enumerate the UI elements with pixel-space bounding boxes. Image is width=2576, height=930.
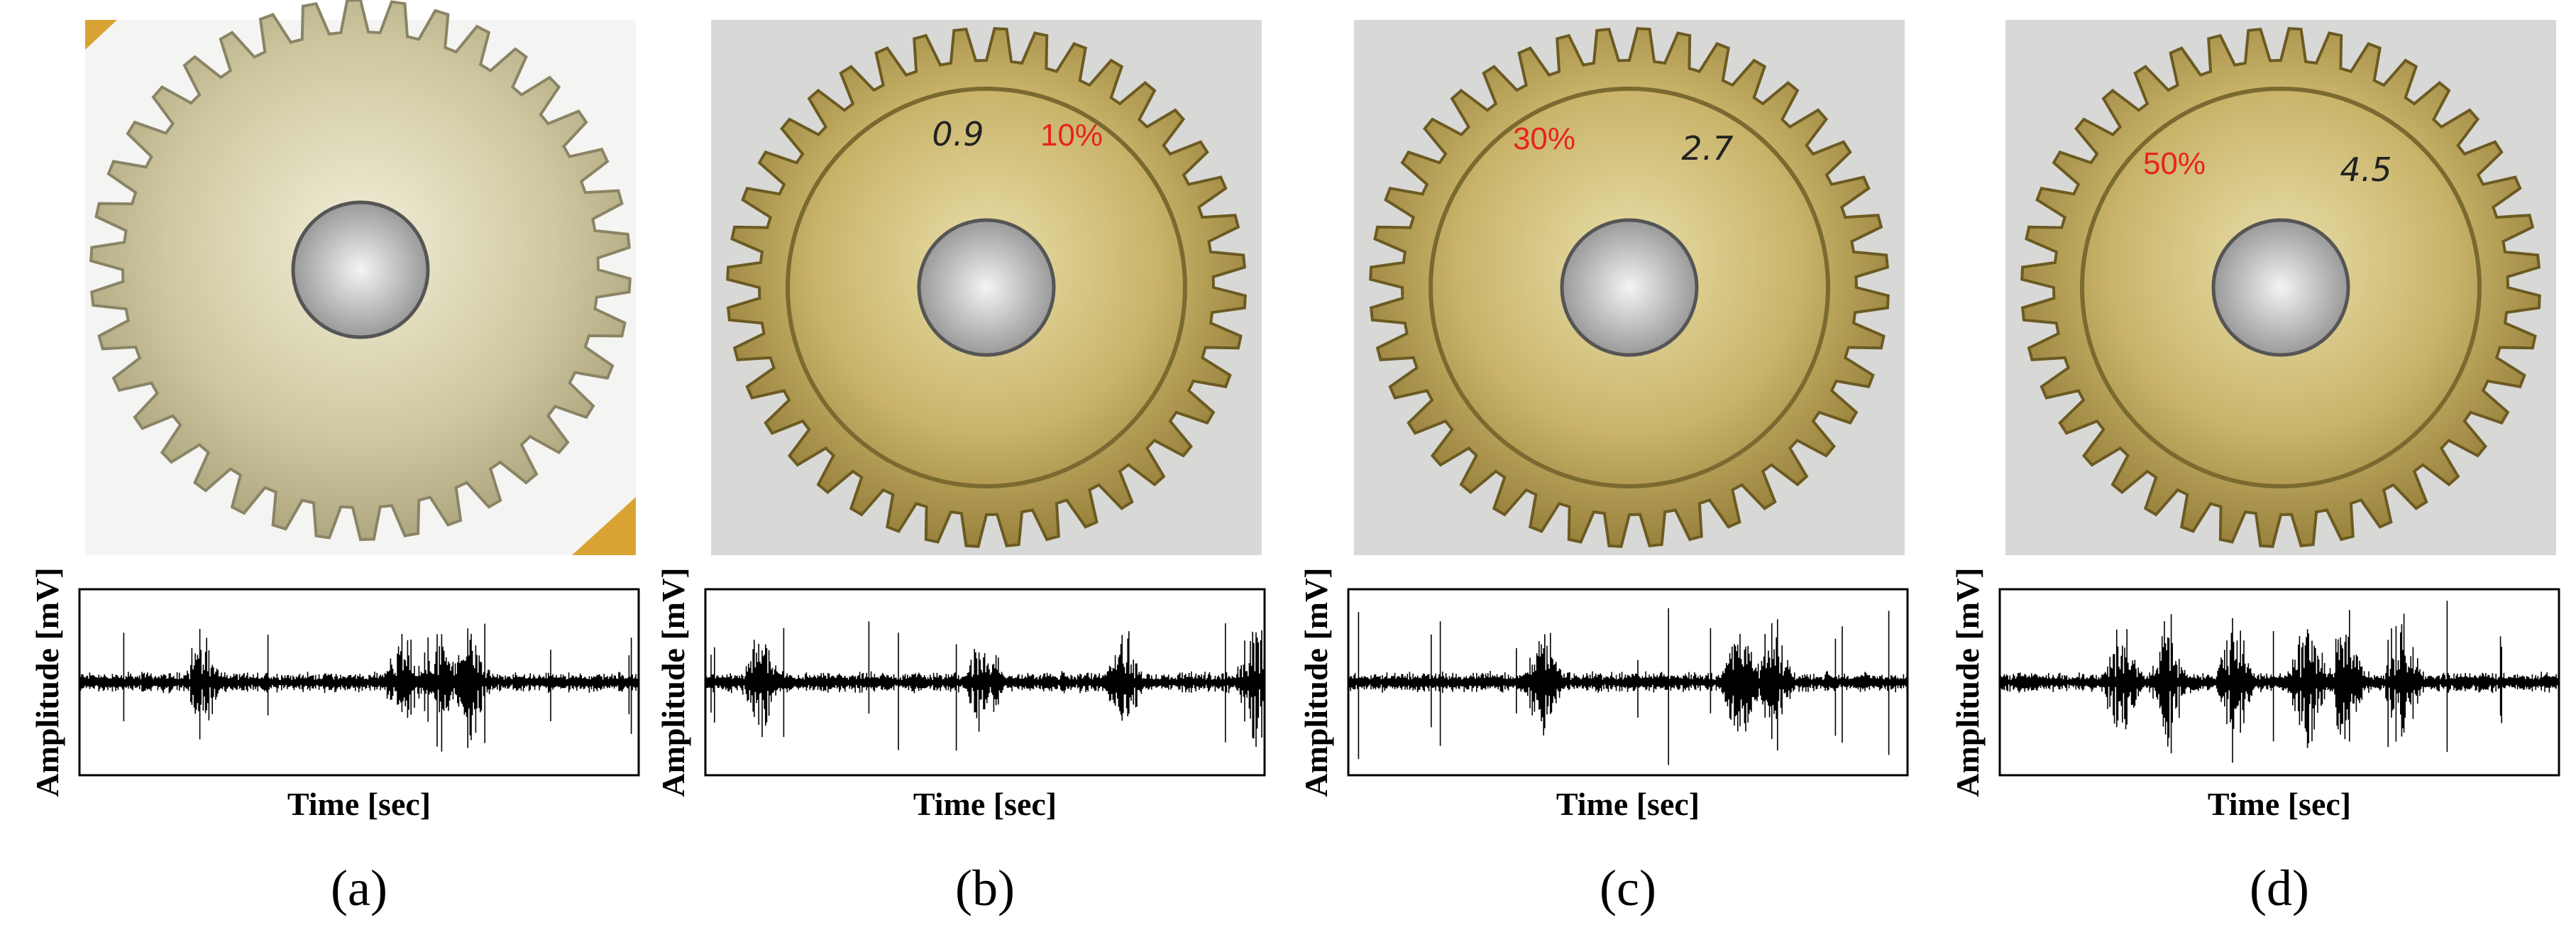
- signal-trace: [705, 621, 1265, 751]
- gear-rim: [1429, 87, 1830, 488]
- x-axis-label: Time [sec]: [287, 786, 431, 822]
- panel: Amplitude [mV] Time [sec] (a): [29, 0, 640, 917]
- handwriting: 4.5: [2340, 151, 2391, 189]
- gear-hole: [291, 200, 430, 339]
- gear-hole: [917, 218, 1056, 357]
- photo-corner: [572, 497, 636, 555]
- photo-corner: [85, 20, 117, 50]
- panel: 50% 4.5 Amplitude [mV] Time [sec] (d): [1949, 20, 2560, 917]
- plot-frame: [1347, 588, 1909, 777]
- x-axis-label: Time [sec]: [913, 786, 1057, 822]
- panel: 30% 2.7 Amplitude [mV] Time [sec] (c): [1298, 20, 1909, 917]
- plot-frame: [78, 588, 640, 777]
- gear-hole: [2211, 218, 2350, 357]
- plot-frame: [1998, 588, 2560, 777]
- y-axis-label: Amplitude [mV]: [1298, 567, 1334, 797]
- y-axis-label: Amplitude [mV]: [1949, 567, 1986, 797]
- y-axis-label: Amplitude [mV]: [655, 567, 691, 797]
- damage-label: 50%: [2143, 146, 2206, 181]
- gear-hole: [1560, 218, 1699, 357]
- panel-label: (d): [2250, 860, 2309, 917]
- handwriting: 2.7: [1681, 129, 1733, 168]
- signal-trace: [1999, 601, 2559, 763]
- gear-rim: [2080, 87, 2482, 488]
- y-axis-label: Amplitude [mV]: [29, 567, 65, 797]
- damage-label: 10%: [1040, 118, 1103, 153]
- panel-label: (b): [955, 860, 1015, 917]
- panel: 10% 0.9 Amplitude [mV] Time [sec] (b): [655, 20, 1266, 917]
- gear-rim: [786, 87, 1187, 488]
- handwriting: 0.9: [932, 115, 984, 153]
- signal-trace: [1348, 608, 1908, 765]
- signal-trace: [79, 623, 639, 752]
- x-axis-label: Time [sec]: [2208, 786, 2351, 822]
- panel-label: (a): [331, 860, 387, 917]
- damage-label: 30%: [1513, 121, 1575, 156]
- x-axis-label: Time [sec]: [1556, 786, 1700, 822]
- panel-label: (c): [1600, 860, 1656, 917]
- plot-frame: [704, 588, 1266, 777]
